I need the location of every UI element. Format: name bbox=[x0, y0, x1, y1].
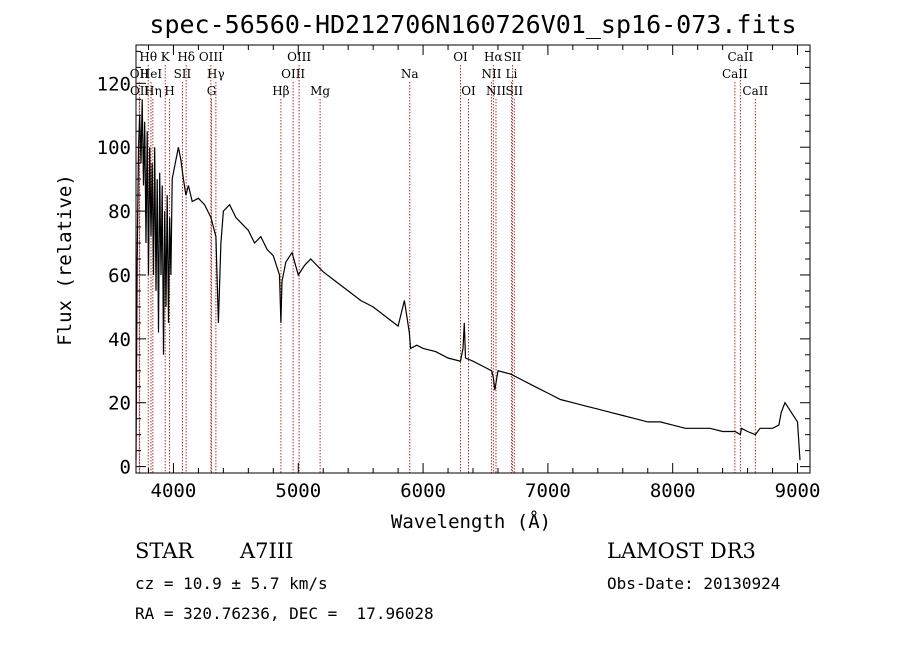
spectral-line-label: HeI bbox=[140, 67, 163, 81]
spectral-line-label: SII bbox=[174, 67, 192, 81]
x-axis-label: Wavelength (Å) bbox=[391, 510, 551, 533]
survey-name: LAMOST DR3 bbox=[607, 539, 756, 563]
obs-date: Obs-Date: 20130924 bbox=[607, 574, 781, 593]
spectral-line-label: OII bbox=[130, 67, 150, 81]
y-tick-label: 0 bbox=[120, 457, 131, 479]
spectral-line-label: Hβ bbox=[272, 84, 289, 98]
y-tick-label: 120 bbox=[97, 73, 131, 95]
y-tick-label: 100 bbox=[97, 137, 131, 159]
spectral-line-label: Hδ bbox=[177, 50, 195, 64]
spectral-line-label: K bbox=[161, 50, 171, 64]
spectral-line-label: NII bbox=[486, 84, 506, 98]
spectral-line-label: OI bbox=[461, 84, 476, 98]
chart-title: spec-56560-HD212706N160726V01_sp16-073.f… bbox=[149, 10, 796, 39]
x-tick-label: 6000 bbox=[400, 480, 446, 502]
y-tick-label: 20 bbox=[108, 393, 131, 415]
spectrum-series-line bbox=[135, 99, 801, 461]
spectral-line-label: H bbox=[164, 84, 174, 98]
x-tick-label: 7000 bbox=[525, 480, 571, 502]
coordinates: RA = 320.76236, DEC = 17.96028 bbox=[135, 604, 434, 623]
y-axis: 0 20 40 60 80 100 120 bbox=[97, 50, 810, 479]
y-axis-label: Flux (relative) bbox=[54, 174, 76, 346]
spectral-line-label: OII bbox=[130, 84, 150, 98]
spectral-line-label: Hθ bbox=[139, 50, 157, 64]
spectral-line-markers bbox=[138, 65, 756, 473]
spectral-line-label: OIII bbox=[287, 50, 311, 64]
spectral-line-label: SII bbox=[505, 84, 523, 98]
y-tick-label: 80 bbox=[108, 201, 131, 223]
x-axis: 4000 5000 6000 7000 8000 9000 bbox=[147, 45, 821, 502]
object-class: STAR bbox=[135, 539, 194, 563]
spectral-line-label: Mg bbox=[310, 84, 330, 98]
spectral-line-label: G bbox=[207, 84, 217, 98]
spectral-line-label: CaII bbox=[742, 84, 768, 98]
x-tick-label: 4000 bbox=[151, 480, 197, 502]
spectral-line-label: CaII bbox=[727, 50, 753, 64]
spectral-line-label: CaII bbox=[722, 67, 748, 81]
spectral-line-label: SII bbox=[504, 50, 522, 64]
spectral-line-label: OIII bbox=[281, 67, 305, 81]
x-tick-label: 9000 bbox=[775, 480, 821, 502]
y-tick-label: 40 bbox=[108, 329, 131, 351]
spectral-line-label: Hη bbox=[144, 84, 162, 98]
plot-frame bbox=[135, 44, 811, 474]
spectral-line-label: OI bbox=[453, 50, 468, 64]
x-tick-label: 8000 bbox=[650, 480, 696, 502]
redshift-info: cz = 10.9 ± 5.7 km/s bbox=[135, 574, 328, 593]
x-tick-label: 5000 bbox=[275, 480, 321, 502]
spectral-line-label: Hγ bbox=[207, 67, 225, 81]
object-subclass: A7III bbox=[240, 539, 294, 563]
spectral-line-label: Hα bbox=[484, 50, 503, 64]
spectral-line-label: NII bbox=[481, 67, 501, 81]
spectral-line-label: OIII bbox=[199, 50, 223, 64]
spectral-line-label: Li bbox=[506, 67, 518, 81]
y-tick-label: 60 bbox=[108, 265, 131, 287]
spectral-line-label: Na bbox=[401, 67, 419, 81]
